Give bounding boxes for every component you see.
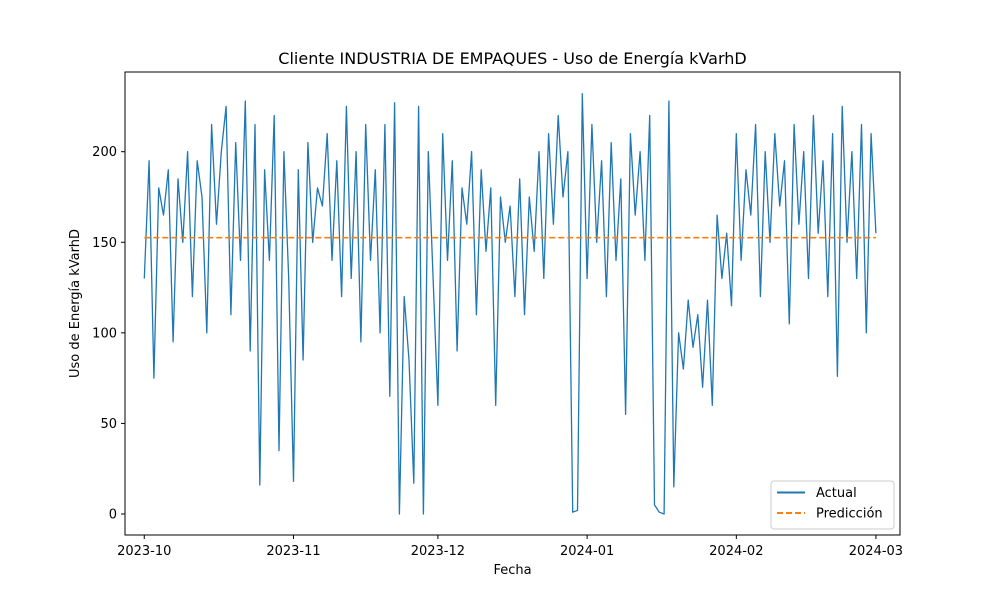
x-axis-label: Fecha: [493, 563, 531, 578]
y-tick-label: 100: [92, 326, 117, 341]
y-tick-label: 200: [92, 145, 117, 160]
x-tick-label: 2024-02: [709, 544, 763, 559]
x-tick-label: 2024-03: [849, 544, 903, 559]
x-axis-ticks: 2023-10 2023-11 2023-12 2024-01 2024-02 2024-…: [117, 535, 903, 559]
y-axis-ticks: 0 50 100 150 200: [92, 145, 125, 522]
x-tick-label: 2023-10: [117, 544, 171, 559]
y-tick-label: 0: [109, 507, 117, 522]
legend: Actual Predicción: [770, 480, 895, 530]
legend-label-prediccion: Predicción: [816, 507, 883, 522]
x-tick-label: 2023-11: [266, 544, 320, 559]
plot-area: [125, 72, 900, 535]
legend-label-actual: Actual: [816, 486, 857, 501]
y-tick-label: 50: [100, 417, 117, 432]
x-tick-label: 2024-01: [560, 544, 614, 559]
plot-frame: [124, 71, 901, 536]
series-layer: [143, 93, 877, 515]
y-tick-label: 150: [92, 236, 117, 251]
x-tick-label: 2023-12: [411, 544, 465, 559]
chart-title: Cliente INDUSTRIA DE EMPAQUES - Uso de E…: [278, 49, 746, 68]
series-line-actual: [143, 93, 877, 515]
y-axis-label: Uso de Energía kVarhD: [68, 229, 83, 378]
